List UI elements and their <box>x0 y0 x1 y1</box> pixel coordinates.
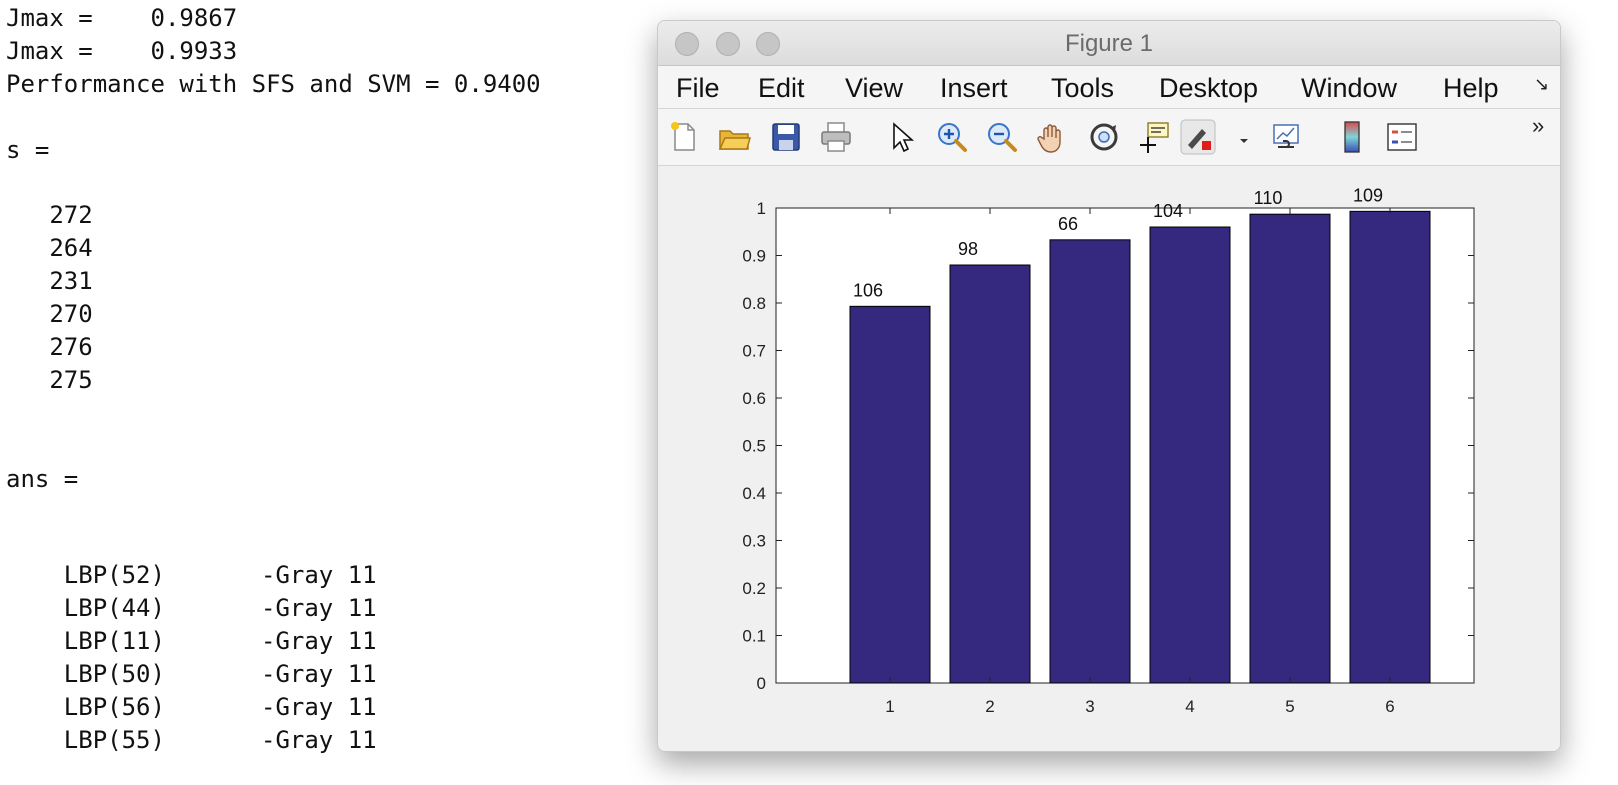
legend-icon[interactable] <box>1384 119 1420 155</box>
data-label: 66 <box>1058 214 1078 234</box>
feature-row: LBP(50) -Gray 11 <box>6 629 377 719</box>
bar <box>1049 239 1131 684</box>
y-tick-label: 0.7 <box>742 342 766 361</box>
close-window-button[interactable] <box>675 32 699 56</box>
bar <box>949 264 1031 684</box>
feature-desc: -Gray 11 <box>261 627 377 655</box>
y-tick-label: 0.5 <box>742 437 766 456</box>
pan-hand-icon[interactable] <box>1034 119 1070 155</box>
console-line: Jmax = 0.9933 <box>6 37 238 65</box>
feature-row: LBP(56) -Gray 11 <box>6 662 377 752</box>
data-cursor-icon[interactable] <box>1136 119 1172 155</box>
bar-chart: 00.10.20.30.40.50.60.70.80.9111062983664… <box>742 185 1475 716</box>
console-line: Performance with SFS and SVM = 0.9400 <box>6 70 541 98</box>
pointer-icon[interactable] <box>882 119 918 155</box>
menu-help[interactable]: Help <box>1443 73 1499 103</box>
feature-row: LBP(11) -Gray 11 <box>6 596 377 686</box>
data-label: 109 <box>1353 185 1383 205</box>
y-tick-label: 0.3 <box>742 532 766 551</box>
window-title: Figure 1 <box>1064 30 1154 57</box>
feature-desc: -Gray 11 <box>261 660 377 688</box>
data-label: 106 <box>853 280 883 300</box>
feature-row: LBP(52) -Gray 11 <box>6 530 377 620</box>
feature-name: LBP(50) <box>63 660 165 688</box>
menu-file[interactable]: File <box>676 73 720 103</box>
x-tick-label: 3 <box>1085 697 1094 716</box>
console-line: 276 <box>6 333 93 361</box>
menu-bar: File Edit View Insert Tools Desktop Wind… <box>658 66 1560 109</box>
data-label: 110 <box>1254 188 1283 208</box>
x-tick-label: 4 <box>1185 697 1194 716</box>
new-figure-icon[interactable] <box>666 119 702 155</box>
y-tick-label: 0.1 <box>742 627 766 646</box>
y-tick-label: 0 <box>757 674 766 693</box>
feature-row: LBP(55) -Gray 11 <box>6 695 377 785</box>
feature-name: LBP(44) <box>63 594 165 622</box>
zoom-window-button[interactable] <box>756 32 780 56</box>
console-line: ans = <box>6 465 79 493</box>
menu-overflow-icon[interactable]: ↘ <box>1534 74 1550 94</box>
x-tick-label: 2 <box>985 697 994 716</box>
link-plot-icon[interactable] <box>1268 119 1304 155</box>
feature-name: LBP(56) <box>63 693 165 721</box>
bar <box>1149 226 1231 684</box>
x-tick-label: 1 <box>885 697 894 716</box>
rotate-3d-icon[interactable] <box>1086 119 1122 155</box>
menu-tools[interactable]: Tools <box>1051 73 1115 103</box>
data-label: 104 <box>1153 201 1183 221</box>
y-tick-label: 0.8 <box>742 294 766 313</box>
open-file-icon[interactable] <box>716 119 752 155</box>
feature-desc: -Gray 11 <box>261 726 377 754</box>
colorbar-icon[interactable] <box>1334 119 1370 155</box>
feature-name: LBP(55) <box>63 726 165 754</box>
figure-toolbar: » <box>658 109 1560 166</box>
bar <box>1249 213 1331 684</box>
print-icon[interactable] <box>818 119 854 155</box>
y-tick-label: 0.2 <box>742 579 766 598</box>
command-window[interactable]: Jmax = 0.9867 Jmax = 0.9933 Performance … <box>0 0 640 782</box>
y-tick-label: 0.9 <box>742 247 766 266</box>
bar <box>849 305 931 684</box>
data-label: 98 <box>958 239 978 259</box>
menu-window[interactable]: Window <box>1301 73 1398 103</box>
zoom-out-icon[interactable] <box>984 119 1020 155</box>
y-tick-label: 0.4 <box>742 484 766 503</box>
plot-area: 0 0.1 0.2 0.3 0.4 0.5 0.6 0.7 0.8 0.9 1 1 106 2 98 3 66 4… <box>658 166 1560 751</box>
y-tick-label: 1 <box>757 199 766 218</box>
zoom-in-icon[interactable] <box>934 119 970 155</box>
menu-insert[interactable]: Insert <box>940 73 1008 103</box>
x-tick-label: 6 <box>1385 697 1394 716</box>
feature-row: LBP(44) -Gray 11 <box>6 563 377 653</box>
feature-desc: -Gray 11 <box>261 693 377 721</box>
figure-window[interactable]: Figure 1 File Edit View Insert Tools Des… <box>657 20 1561 752</box>
bar <box>1349 210 1431 684</box>
console-line: s = <box>6 136 50 164</box>
brush-icon[interactable] <box>1180 119 1220 155</box>
save-icon[interactable] <box>768 119 804 155</box>
console-line: 275 <box>6 366 93 394</box>
y-tick-label: 0.6 <box>742 389 766 408</box>
menu-view[interactable]: View <box>845 73 904 103</box>
minimize-window-button[interactable] <box>716 32 740 56</box>
feature-desc: -Gray 11 <box>261 561 377 589</box>
menu-edit[interactable]: Edit <box>758 73 805 103</box>
console-line: 270 <box>6 300 93 328</box>
brush-dropdown-icon[interactable] <box>1226 119 1248 155</box>
console-line: 272 <box>6 201 93 229</box>
feature-name: LBP(52) <box>63 561 165 589</box>
console-line: Jmax = 0.9867 <box>6 4 238 32</box>
title-bar[interactable]: Figure 1 <box>658 21 1560 66</box>
x-tick-label: 5 <box>1285 697 1294 716</box>
feature-desc: -Gray 11 <box>261 594 377 622</box>
menu-desktop[interactable]: Desktop <box>1159 73 1259 103</box>
toolbar-overflow-icon[interactable]: » <box>1532 113 1545 138</box>
console-line: 264 <box>6 234 93 262</box>
feature-name: LBP(11) <box>63 627 165 655</box>
console-line: 231 <box>6 267 93 295</box>
